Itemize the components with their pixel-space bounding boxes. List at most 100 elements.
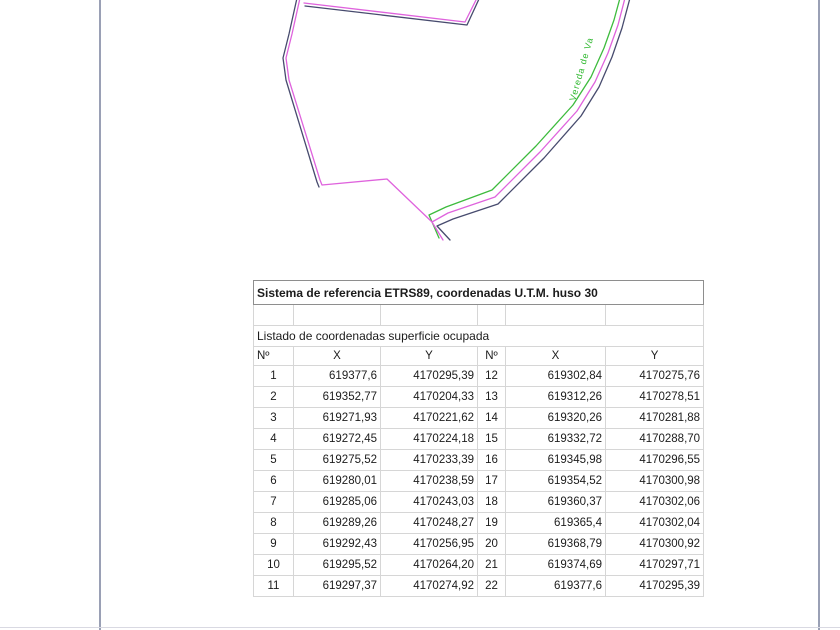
parcel-boundary-top — [303, 0, 477, 23]
coordinate-cell: 619374,69 — [505, 554, 606, 576]
coordinate-cell: 4170300,92 — [604, 533, 705, 555]
point-number-cell: 11 — [253, 575, 294, 597]
point-number-cell: 3 — [253, 407, 294, 429]
table-row: 10 619295,52 4170264,20 21 619374,69 4170297,… — [253, 554, 705, 576]
point-number-cell: 2 — [253, 386, 294, 408]
point-number-cell: 18 — [477, 491, 506, 513]
table-row: 9 619292,43 4170256,95 20 619368,79 4170300,9… — [253, 533, 705, 555]
table-row: 1 619377,6 4170295,39 12 619302,84 4170275,76 — [253, 365, 705, 387]
point-number-cell: 8 — [253, 512, 294, 534]
coordinate-cell: 619312,26 — [505, 386, 606, 408]
coordinate-cell: 619272,45 — [293, 428, 381, 450]
coordinate-cell: 619377,6 — [293, 365, 381, 387]
coordinate-cell: 619320,26 — [505, 407, 606, 429]
col-header-x1: X — [293, 346, 381, 366]
coordinate-cell: 4170238,59 — [380, 470, 478, 492]
table-row: 7 619285,06 4170243,03 18 619360,37 4170302,0… — [253, 491, 705, 513]
offset-line-left — [282, 0, 320, 188]
point-number-cell: 14 — [477, 407, 506, 429]
coordinate-cell: 4170295,39 — [380, 365, 478, 387]
coordinate-cell: 4170243,03 — [380, 491, 478, 513]
point-number-cell: 17 — [477, 470, 506, 492]
point-number-cell: 21 — [477, 554, 506, 576]
table-title-row: Sistema de referencia ETRS89, coordenada… — [252, 280, 705, 305]
table-subtitle: Listado de coordenadas superficie ocupad… — [252, 325, 705, 347]
coordinate-cell: 4170302,04 — [604, 512, 705, 534]
point-number-cell: 22 — [477, 575, 506, 597]
col-header-x2: X — [505, 346, 606, 366]
point-number-cell: 5 — [253, 449, 294, 471]
point-number-cell: 10 — [253, 554, 294, 576]
col-header-n1: Nº — [253, 346, 294, 366]
coordinates-table: Sistema de referencia ETRS89, coordenada… — [252, 280, 705, 597]
coordinate-cell: 619377,6 — [505, 575, 606, 597]
table-row: 4 619272,45 4170224,18 15 619332,72 4170288,7… — [253, 428, 705, 450]
point-number-cell: 7 — [253, 491, 294, 513]
path-line — [428, 0, 621, 239]
table-subtitle-row: Listado de coordenadas superficie ocupad… — [252, 325, 705, 347]
coordinate-cell: 4170288,70 — [604, 428, 705, 450]
table-row: 5 619275,52 4170233,39 16 619345,98 4170296,5… — [253, 449, 705, 471]
coordinate-cell: 4170281,88 — [604, 407, 705, 429]
table-title: Sistema de referencia ETRS89, coordenada… — [252, 280, 705, 305]
table-row: 6 619280,01 4170238,59 17 619354,52 4170300,9… — [253, 470, 705, 492]
coordinate-cell: 619280,01 — [293, 470, 381, 492]
coordinate-cell: 619365,4 — [505, 512, 606, 534]
coordinate-cell: 619275,52 — [293, 449, 381, 471]
coordinate-cell: 4170224,18 — [380, 428, 478, 450]
point-number-cell: 9 — [253, 533, 294, 555]
point-number-cell: 19 — [477, 512, 506, 534]
coordinate-cell: 619289,26 — [293, 512, 381, 534]
table-header-row: Nº X Y Nº X Y — [253, 346, 705, 366]
coordinate-cell: 4170296,55 — [604, 449, 705, 471]
coordinate-cell: 4170275,76 — [604, 365, 705, 387]
coordinate-cell: 4170233,39 — [380, 449, 478, 471]
left-margin-line — [99, 0, 101, 630]
coordinate-cell: 4170302,06 — [604, 491, 705, 513]
coordinate-cell: 619368,79 — [505, 533, 606, 555]
table-row: 11 619297,37 4170274,92 22 619377,6 4170295,3… — [253, 575, 705, 597]
point-number-cell: 15 — [477, 428, 506, 450]
table-spacer-row — [253, 304, 705, 326]
coordinate-cell: 4170221,62 — [380, 407, 478, 429]
coordinate-cell: 619292,43 — [293, 533, 381, 555]
offset-line-diagonal — [436, 0, 631, 241]
coordinate-cell: 4170297,71 — [604, 554, 705, 576]
coordinate-cell: 619352,77 — [293, 386, 381, 408]
offset-line-top — [304, 0, 480, 26]
table-row: 3 619271,93 4170221,62 14 619320,26 4170281,8… — [253, 407, 705, 429]
col-header-y1: Y — [380, 346, 478, 366]
parcel-boundary-main — [285, 0, 433, 223]
coordinate-cell: 619297,37 — [293, 575, 381, 597]
coordinate-cell: 4170274,92 — [380, 575, 478, 597]
table-row: 2 619352,77 4170204,33 13 619312,26 4170278,5… — [253, 386, 705, 408]
point-number-cell: 6 — [253, 470, 294, 492]
coordinate-cell: 619345,98 — [505, 449, 606, 471]
right-margin-line — [818, 0, 820, 630]
coordinate-cell: 4170278,51 — [604, 386, 705, 408]
col-header-y2: Y — [604, 346, 705, 366]
coordinate-cell: 4170300,98 — [604, 470, 705, 492]
col-header-n2: Nº — [477, 346, 506, 366]
coordinate-cell: 619302,84 — [505, 365, 606, 387]
table-row: 8 619289,26 4170248,27 19 619365,4 4170302,04 — [253, 512, 705, 534]
coordinate-cell: 619360,37 — [505, 491, 606, 513]
point-number-cell: 13 — [477, 386, 506, 408]
coordinate-cell: 4170256,95 — [380, 533, 478, 555]
bottom-margin-line — [0, 627, 840, 628]
coordinate-cell: 619295,52 — [293, 554, 381, 576]
coordinate-cell: 4170204,33 — [380, 386, 478, 408]
point-number-cell: 20 — [477, 533, 506, 555]
coordinate-cell: 619271,93 — [293, 407, 381, 429]
coordinate-cell: 4170264,20 — [380, 554, 478, 576]
point-number-cell: 4 — [253, 428, 294, 450]
coordinate-cell: 619285,06 — [293, 491, 381, 513]
point-number-cell: 12 — [477, 365, 506, 387]
coordinates-table-body: Sistema de referencia ETRS89, coordenada… — [252, 280, 705, 597]
coordinate-cell: 4170295,39 — [604, 575, 705, 597]
point-number-cell: 16 — [477, 449, 506, 471]
parcel-boundary-diagonal — [431, 0, 626, 241]
coordinate-cell: 4170248,27 — [380, 512, 478, 534]
coordinate-cell: 619354,52 — [505, 470, 606, 492]
coordinate-cell: 619332,72 — [505, 428, 606, 450]
